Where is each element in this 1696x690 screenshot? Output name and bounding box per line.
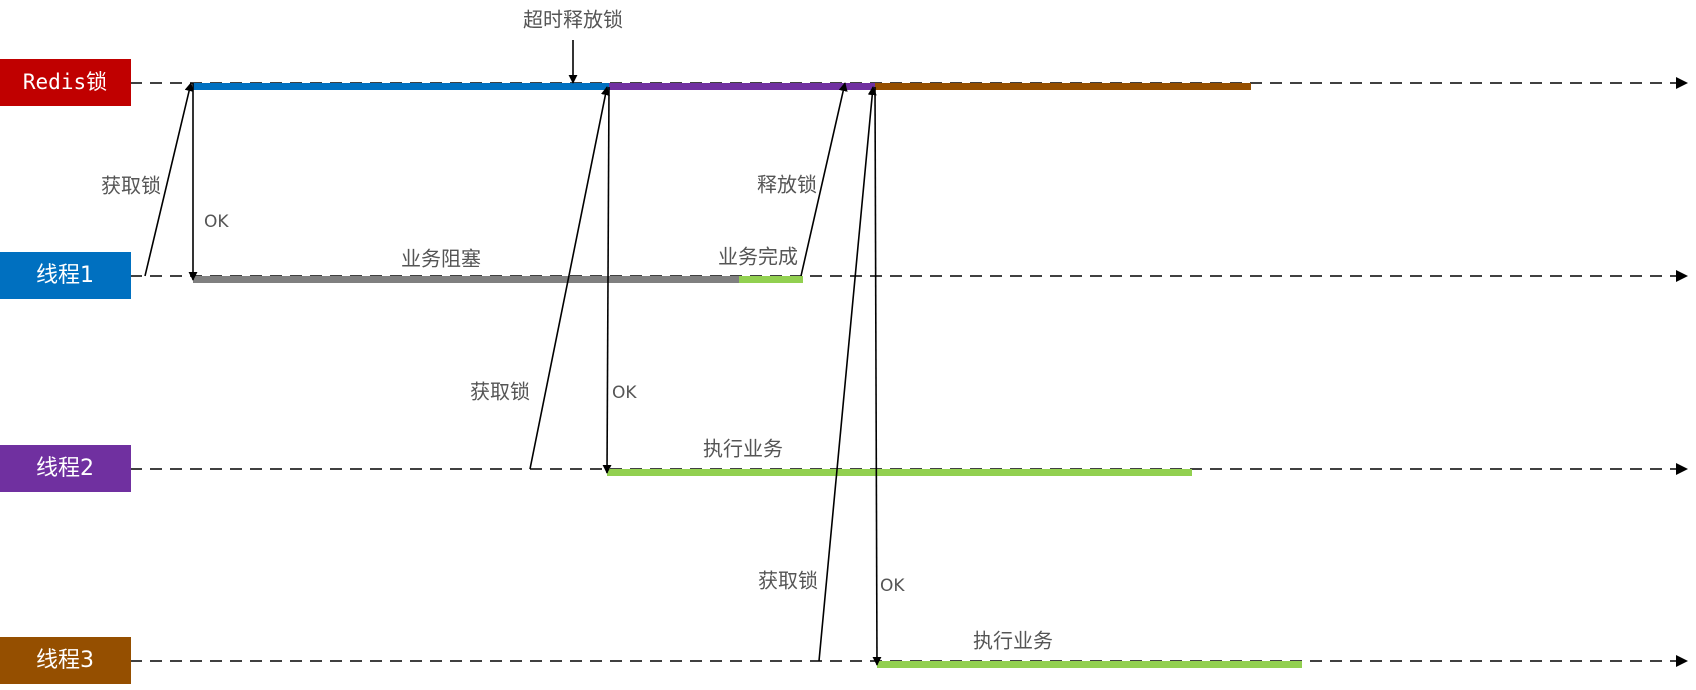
t1-release-arrow	[800, 82, 848, 277]
t1-timeline-arrowhead	[1676, 270, 1688, 282]
annotations: 超时释放锁 获取锁 OK 释放锁 业务阻塞 业务完成 获取锁 OK 执行业务 获…	[101, 8, 1053, 653]
t2-lane-text: 线程2	[36, 456, 94, 481]
t1-done-bar	[739, 276, 803, 283]
thread-activity-bars	[193, 276, 1302, 668]
t2-exec-label: 执行业务	[703, 437, 783, 461]
redis-timeline-arrowhead	[1676, 77, 1688, 89]
redis-lane-box	[0, 59, 131, 106]
timeout-release-label: 超时释放锁	[523, 8, 623, 32]
t3-exec-bar	[877, 661, 1302, 668]
t3-exec-label: 执行业务	[973, 629, 1053, 653]
t1-lane-label: 线程1	[0, 252, 131, 299]
t2-acquire-arrow	[529, 86, 610, 470]
t3-lane-label: 线程3	[0, 637, 131, 684]
lock-held-t1-bar	[193, 83, 609, 90]
lock-held-bars	[193, 83, 1251, 90]
t2-exec-bar	[607, 469, 1192, 476]
lock-held-t3-bar	[875, 83, 1251, 90]
t2-lane-label: 线程2	[0, 445, 131, 492]
t2-timeline-arrowhead	[1676, 463, 1688, 475]
lock-held-t2-bar	[609, 83, 875, 90]
release-label: 释放锁	[757, 173, 817, 197]
t3-acquire-arrow	[818, 86, 877, 662]
t2-ok-arrow	[602, 86, 612, 474]
t1-acquire-label: 获取锁	[101, 174, 161, 198]
redis-lane-label: Redis锁	[0, 59, 131, 106]
t3-ok-label: OK	[880, 576, 905, 596]
message-arrows	[144, 40, 882, 666]
t2-acquire-label: 获取锁	[470, 380, 530, 404]
t1-lane-box	[0, 252, 131, 299]
t3-lane-text: 线程3	[36, 648, 94, 673]
redis-lane-text: Redis锁	[23, 70, 107, 94]
t3-ok-arrow	[872, 86, 882, 666]
t1-acquire-arrow	[144, 82, 194, 277]
t3-lane-box	[0, 637, 131, 684]
t3-acquire-label: 获取锁	[758, 569, 818, 593]
timelines	[130, 77, 1688, 667]
t3-timeline-arrowhead	[1676, 655, 1688, 667]
t2-lane-box	[0, 445, 131, 492]
business-done-label: 业务完成	[718, 245, 798, 269]
t1-blocked-bar	[193, 276, 739, 283]
t2-ok-label: OK	[612, 383, 637, 403]
t1-ok-label: OK	[204, 212, 229, 232]
business-blocked-label: 业务阻塞	[401, 247, 481, 271]
t1-lane-text: 线程1	[36, 263, 94, 288]
